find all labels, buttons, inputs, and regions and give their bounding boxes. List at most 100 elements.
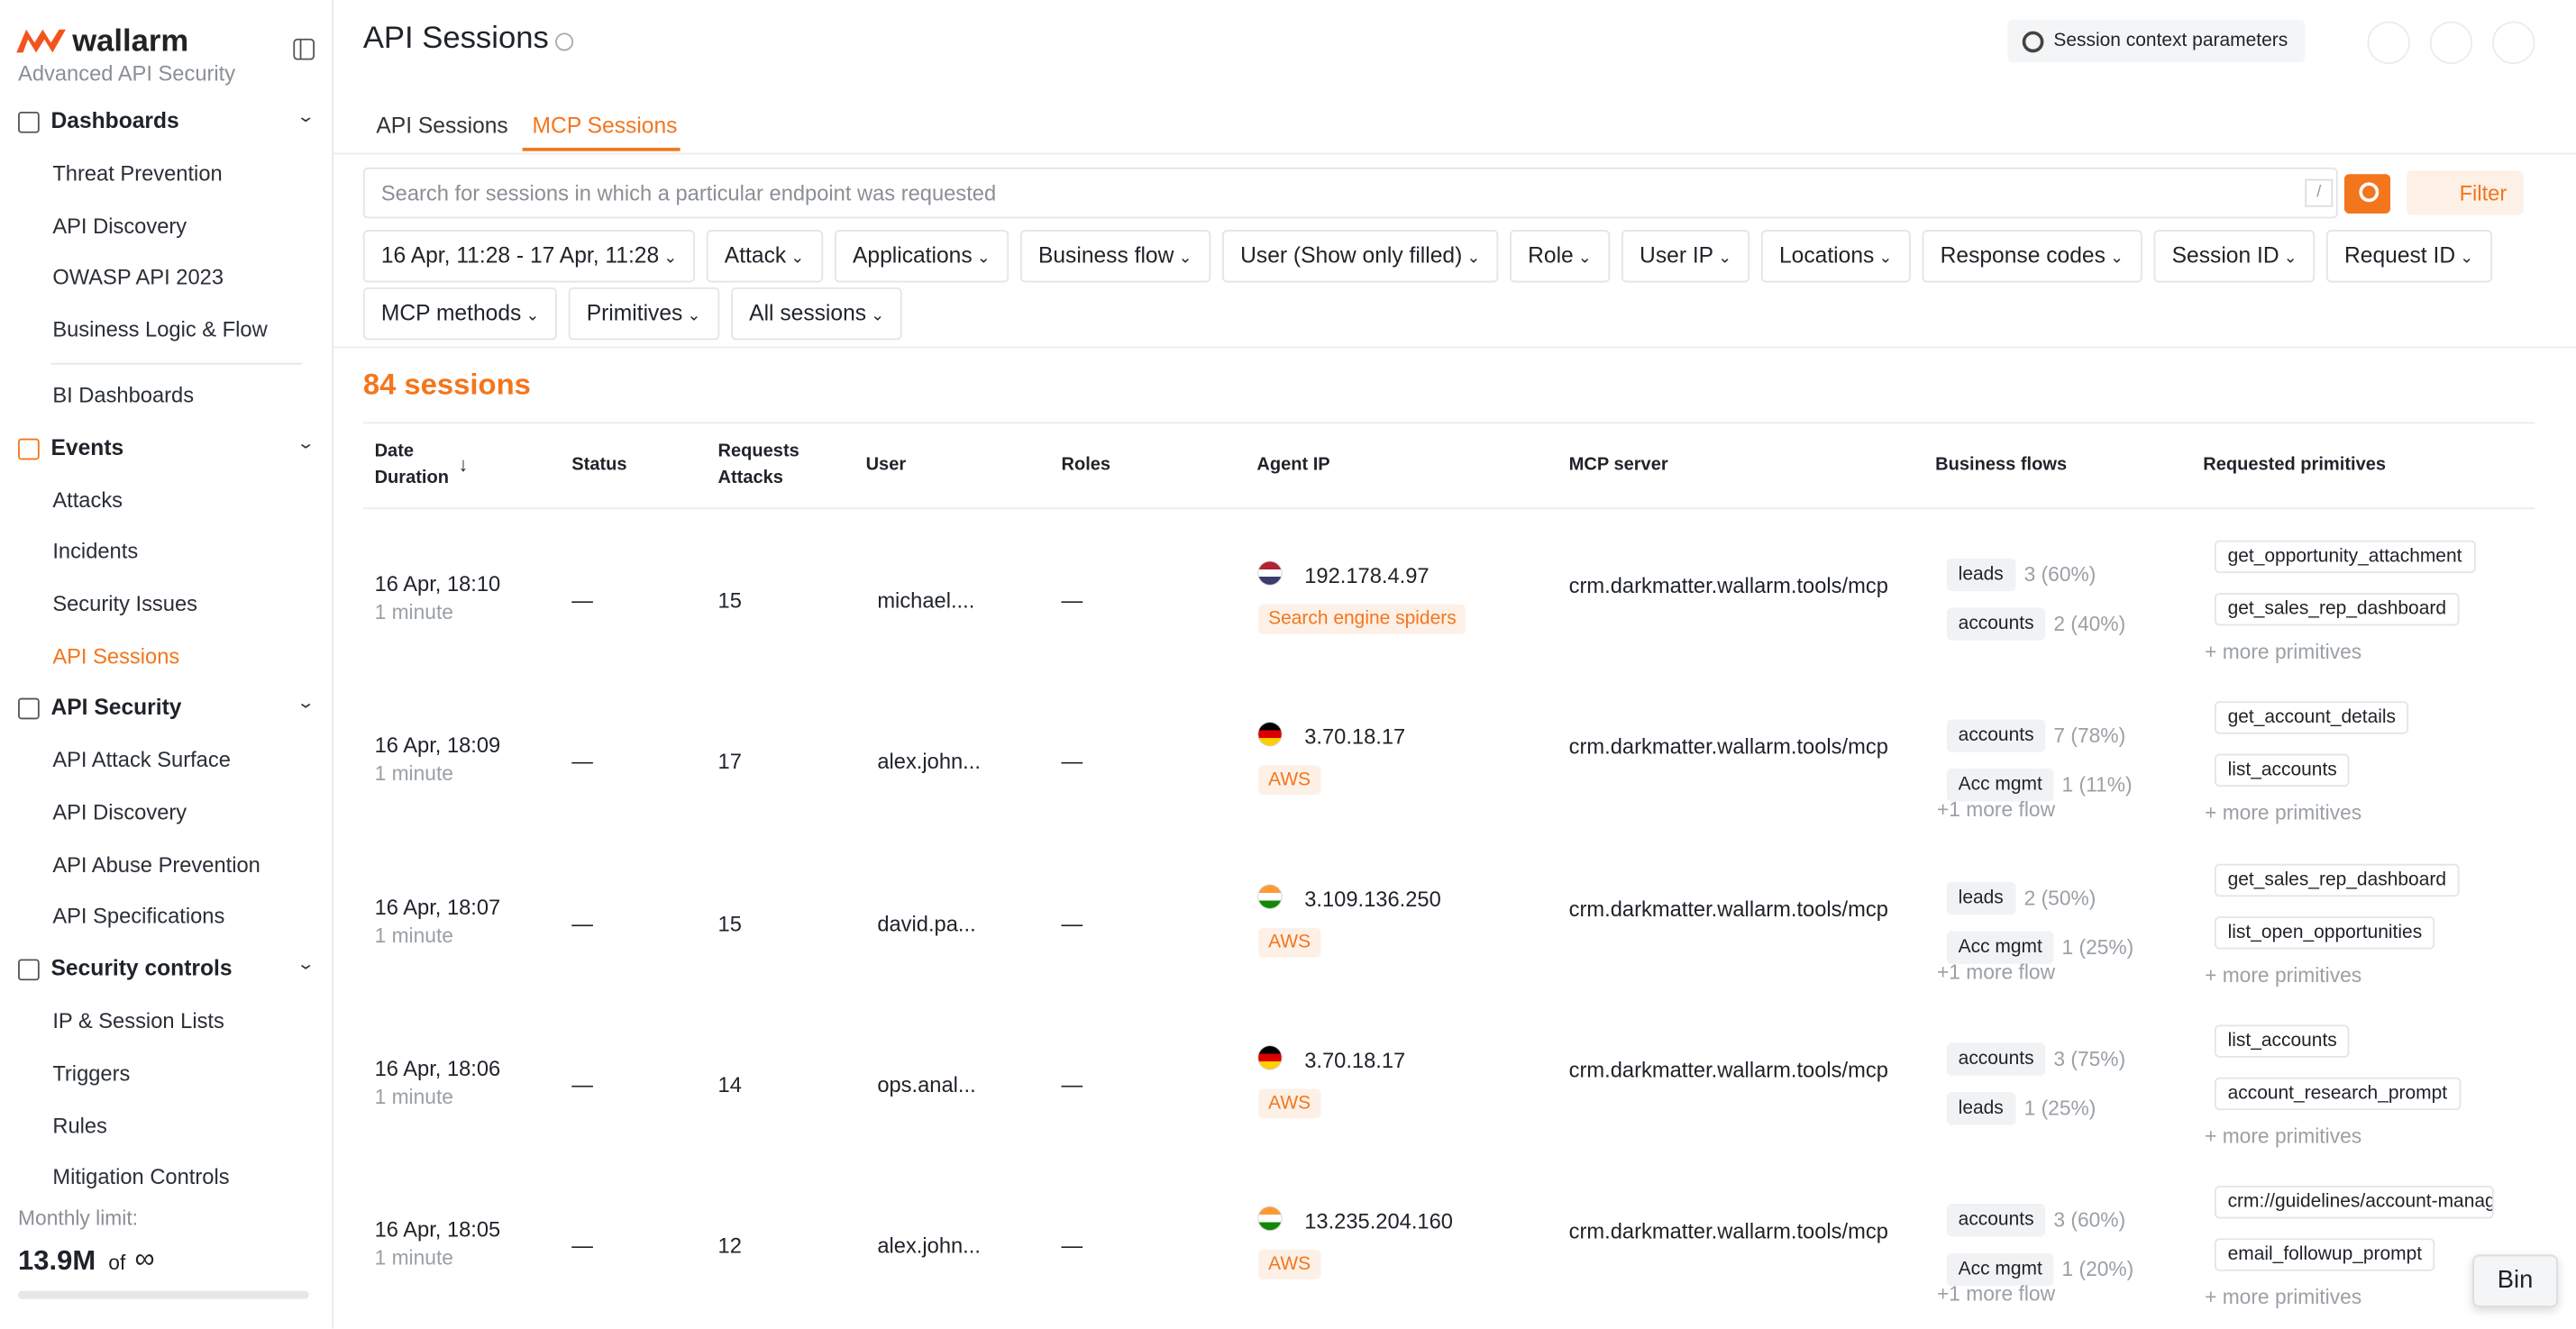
nav-item[interactable]: Business Logic & Flow xyxy=(52,316,268,342)
nav-item[interactable]: API Specifications xyxy=(52,904,225,929)
icon-button[interactable] xyxy=(2367,21,2410,65)
filter-label: MCP methods xyxy=(380,300,522,325)
table-header-line xyxy=(362,507,2535,510)
primitive-chip: get_account_details xyxy=(2214,701,2409,735)
filter-label: Response codes xyxy=(1940,242,2106,269)
filter-dropdown[interactable]: User (Show only filled) ⌄ xyxy=(1222,230,1499,283)
column-header[interactable]: Date xyxy=(374,441,415,462)
filter-dropdown[interactable]: Locations ⌄ xyxy=(1760,230,1911,283)
more-primitives[interactable]: + more primitives xyxy=(2205,1286,2362,1310)
agent-ip[interactable]: 192.178.4.97 xyxy=(1304,563,1430,588)
brand-subtitle: Advanced API Security xyxy=(18,60,236,86)
ip-tag: AWS xyxy=(1258,927,1321,957)
column-header[interactable]: Agent IP xyxy=(1256,454,1330,475)
collapse-icon[interactable] xyxy=(292,38,315,61)
ip-tag: AWS xyxy=(1258,1088,1321,1119)
filter-dropdown[interactable]: Primitives ⌄ xyxy=(568,287,719,341)
icon-button[interactable] xyxy=(2429,21,2473,65)
date: 16 Apr, 18:06 xyxy=(374,1055,501,1081)
filter-dropdown[interactable]: User IP ⌄ xyxy=(1621,230,1750,283)
column-header[interactable]: Requests xyxy=(717,441,799,462)
nav-item[interactable]: Rules xyxy=(52,1112,107,1138)
section-icon xyxy=(18,698,40,720)
filter-dropdown[interactable]: Response codes ⌄ xyxy=(1922,230,2142,283)
search-placeholder[interactable]: Search for sessions in which a particula… xyxy=(380,180,997,205)
tab[interactable]: API Sessions xyxy=(376,113,508,139)
user[interactable]: david.pa... xyxy=(877,910,976,936)
filter-label: Primitives xyxy=(586,300,683,325)
filter-button[interactable]: Filter xyxy=(2407,170,2524,215)
ip-tag: AWS xyxy=(1258,765,1321,796)
filter-dropdown[interactable]: Attack ⌄ xyxy=(706,230,823,283)
nav-item[interactable]: API Abuse Prevention xyxy=(52,851,260,877)
section-title[interactable]: Events xyxy=(50,434,124,460)
nav-item[interactable]: Threat Prevention xyxy=(52,160,223,186)
filter-dropdown[interactable]: 16 Apr, 11:28 - 17 Apr, 11:28 ⌄ xyxy=(362,230,696,283)
nav-item[interactable]: OWASP API 2023 xyxy=(52,265,224,290)
nav-item[interactable]: Incidents xyxy=(52,539,139,564)
nav-item[interactable]: Attacks xyxy=(52,487,123,512)
flag xyxy=(1258,1045,1282,1070)
nav-item[interactable]: IP & Session Lists xyxy=(52,1008,224,1033)
more-primitives[interactable]: + more primitives xyxy=(2205,1124,2362,1148)
section-title[interactable]: Security controls xyxy=(50,955,233,981)
chevron: ⌄ xyxy=(866,306,885,325)
filter-dropdown[interactable]: Role ⌄ xyxy=(1510,230,1611,283)
tab-underline xyxy=(522,148,681,151)
more-flows[interactable]: +1 more flow xyxy=(1936,1282,2056,1306)
filter-dropdown[interactable]: Request ID ⌄ xyxy=(2325,230,2492,283)
chevron: ⌄ xyxy=(972,250,991,269)
nav-item[interactable]: BI Dashboards xyxy=(52,382,195,407)
more-primitives[interactable]: + more primitives xyxy=(2205,640,2362,664)
filter-dropdown[interactable]: Applications ⌄ xyxy=(834,230,1009,283)
nav-item[interactable]: Triggers xyxy=(52,1060,131,1086)
column-header[interactable]: Status xyxy=(571,454,627,475)
column-header[interactable]: Roles xyxy=(1061,454,1111,475)
filter-dropdown[interactable]: Business flow ⌄ xyxy=(1019,230,1210,283)
nav-item[interactable]: Mitigation Controls xyxy=(52,1164,230,1189)
section-title[interactable]: API Security xyxy=(50,695,182,720)
bin-button[interactable]: Bin xyxy=(2472,1254,2558,1307)
column-header[interactable]: Requested primitives xyxy=(2203,454,2387,475)
context-button[interactable]: Session context parameters xyxy=(2007,19,2305,63)
agent-ip[interactable]: 3.70.18.17 xyxy=(1304,1047,1406,1073)
more-primitives[interactable]: + more primitives xyxy=(2205,802,2362,825)
chevron: ⌄ xyxy=(1573,250,1593,269)
nav-item[interactable]: Security Issues xyxy=(52,590,198,616)
agent-ip[interactable]: 3.70.18.17 xyxy=(1304,724,1406,750)
nav-item[interactable]: API Attack Surface xyxy=(52,747,231,773)
more-flows[interactable]: +1 more flow xyxy=(1936,798,2056,822)
section-icon xyxy=(18,959,40,981)
more-flows[interactable]: +1 more flow xyxy=(1936,960,2056,984)
agent-ip[interactable]: 13.235.204.160 xyxy=(1304,1208,1453,1234)
separator xyxy=(50,362,303,365)
filter-dropdown[interactable]: All sessions ⌄ xyxy=(731,287,903,341)
more-primitives[interactable]: + more primitives xyxy=(2205,963,2362,987)
column-header[interactable]: Business flows xyxy=(1935,454,2068,475)
column-header[interactable]: Attacks xyxy=(717,468,783,488)
filter-dropdown[interactable]: MCP methods ⌄ xyxy=(362,287,558,341)
section-title[interactable]: Dashboards xyxy=(50,108,179,133)
column-header[interactable]: User xyxy=(865,454,907,475)
filter-dropdown[interactable]: Session ID ⌄ xyxy=(2153,230,2316,283)
column-header[interactable]: Duration xyxy=(374,468,450,488)
tab[interactable]: MCP Sessions xyxy=(532,113,678,139)
flow-stat: 2 (50%) xyxy=(2023,886,2096,910)
user[interactable]: ops.anal... xyxy=(877,1072,976,1097)
column-header[interactable]: MCP server xyxy=(1568,454,1668,475)
section-chevron: ⌄ xyxy=(296,695,316,714)
flow-chip: accounts xyxy=(1946,1042,2046,1076)
nav-item[interactable]: API Sessions xyxy=(52,642,180,669)
user[interactable]: alex.john... xyxy=(877,749,981,775)
primitive-chip: list_open_opportunities xyxy=(2214,915,2435,949)
sidebar xyxy=(0,0,334,1329)
nav-item[interactable]: API Discovery xyxy=(52,213,187,238)
duration: 1 minute xyxy=(374,1246,453,1270)
user[interactable]: alex.john... xyxy=(877,1233,981,1259)
icon-button[interactable] xyxy=(2492,21,2535,65)
user[interactable]: michael.... xyxy=(877,587,975,613)
brand: wallarm xyxy=(72,24,189,59)
agent-ip[interactable]: 3.109.136.250 xyxy=(1304,886,1441,911)
duration: 1 minute xyxy=(374,601,453,624)
nav-item[interactable]: API Discovery xyxy=(52,799,187,824)
